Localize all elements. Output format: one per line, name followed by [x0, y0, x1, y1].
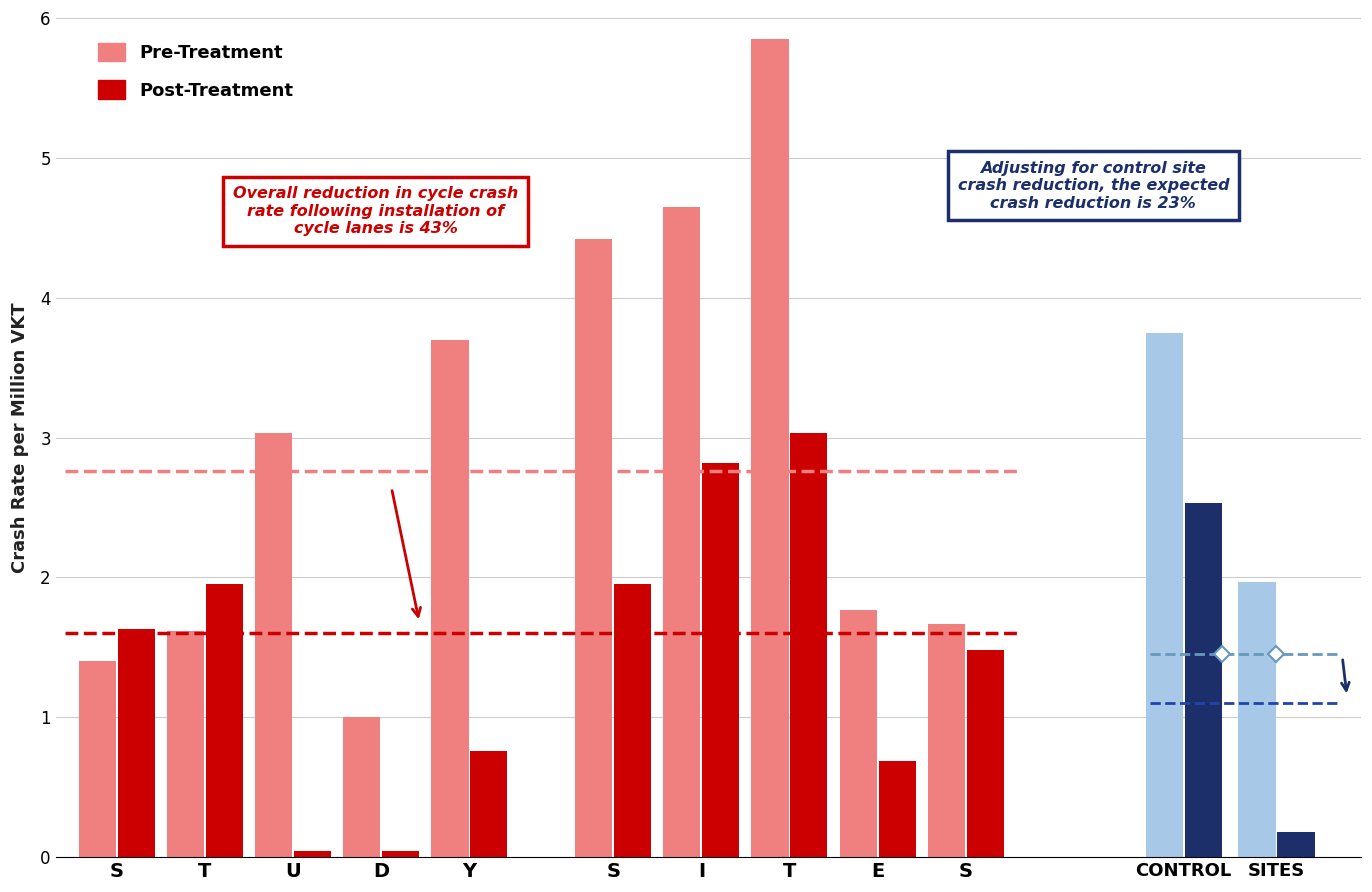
Bar	[343, 717, 380, 857]
Bar	[702, 463, 740, 857]
Bar	[471, 751, 508, 857]
Bar	[1239, 582, 1276, 857]
Bar	[1146, 333, 1183, 857]
Bar	[1184, 503, 1221, 857]
Bar	[752, 39, 789, 857]
Bar	[80, 661, 117, 857]
Bar	[431, 340, 468, 857]
Bar	[383, 852, 420, 857]
Bar	[615, 584, 652, 857]
Bar	[840, 609, 877, 857]
Bar	[663, 207, 701, 857]
Bar	[927, 624, 965, 857]
Bar	[118, 629, 155, 857]
Text: Overall reduction in cycle crash
rate following installation of
cycle lanes is 4: Overall reduction in cycle crash rate fo…	[233, 186, 519, 236]
Bar	[294, 852, 331, 857]
Bar	[206, 584, 243, 857]
Bar	[255, 434, 292, 857]
Bar	[1277, 832, 1314, 857]
Text: Adjusting for control site
crash reduction, the expected
crash reduction is 23%: Adjusting for control site crash reducti…	[958, 161, 1229, 211]
Bar	[790, 434, 827, 857]
Bar	[967, 650, 1004, 857]
Legend: Pre-Treatment, Post-Treatment: Pre-Treatment, Post-Treatment	[91, 36, 300, 107]
Bar	[878, 761, 915, 857]
Bar	[167, 631, 204, 857]
Bar	[575, 239, 612, 857]
Y-axis label: Crash Rate per Million VKT: Crash Rate per Million VKT	[11, 302, 29, 573]
